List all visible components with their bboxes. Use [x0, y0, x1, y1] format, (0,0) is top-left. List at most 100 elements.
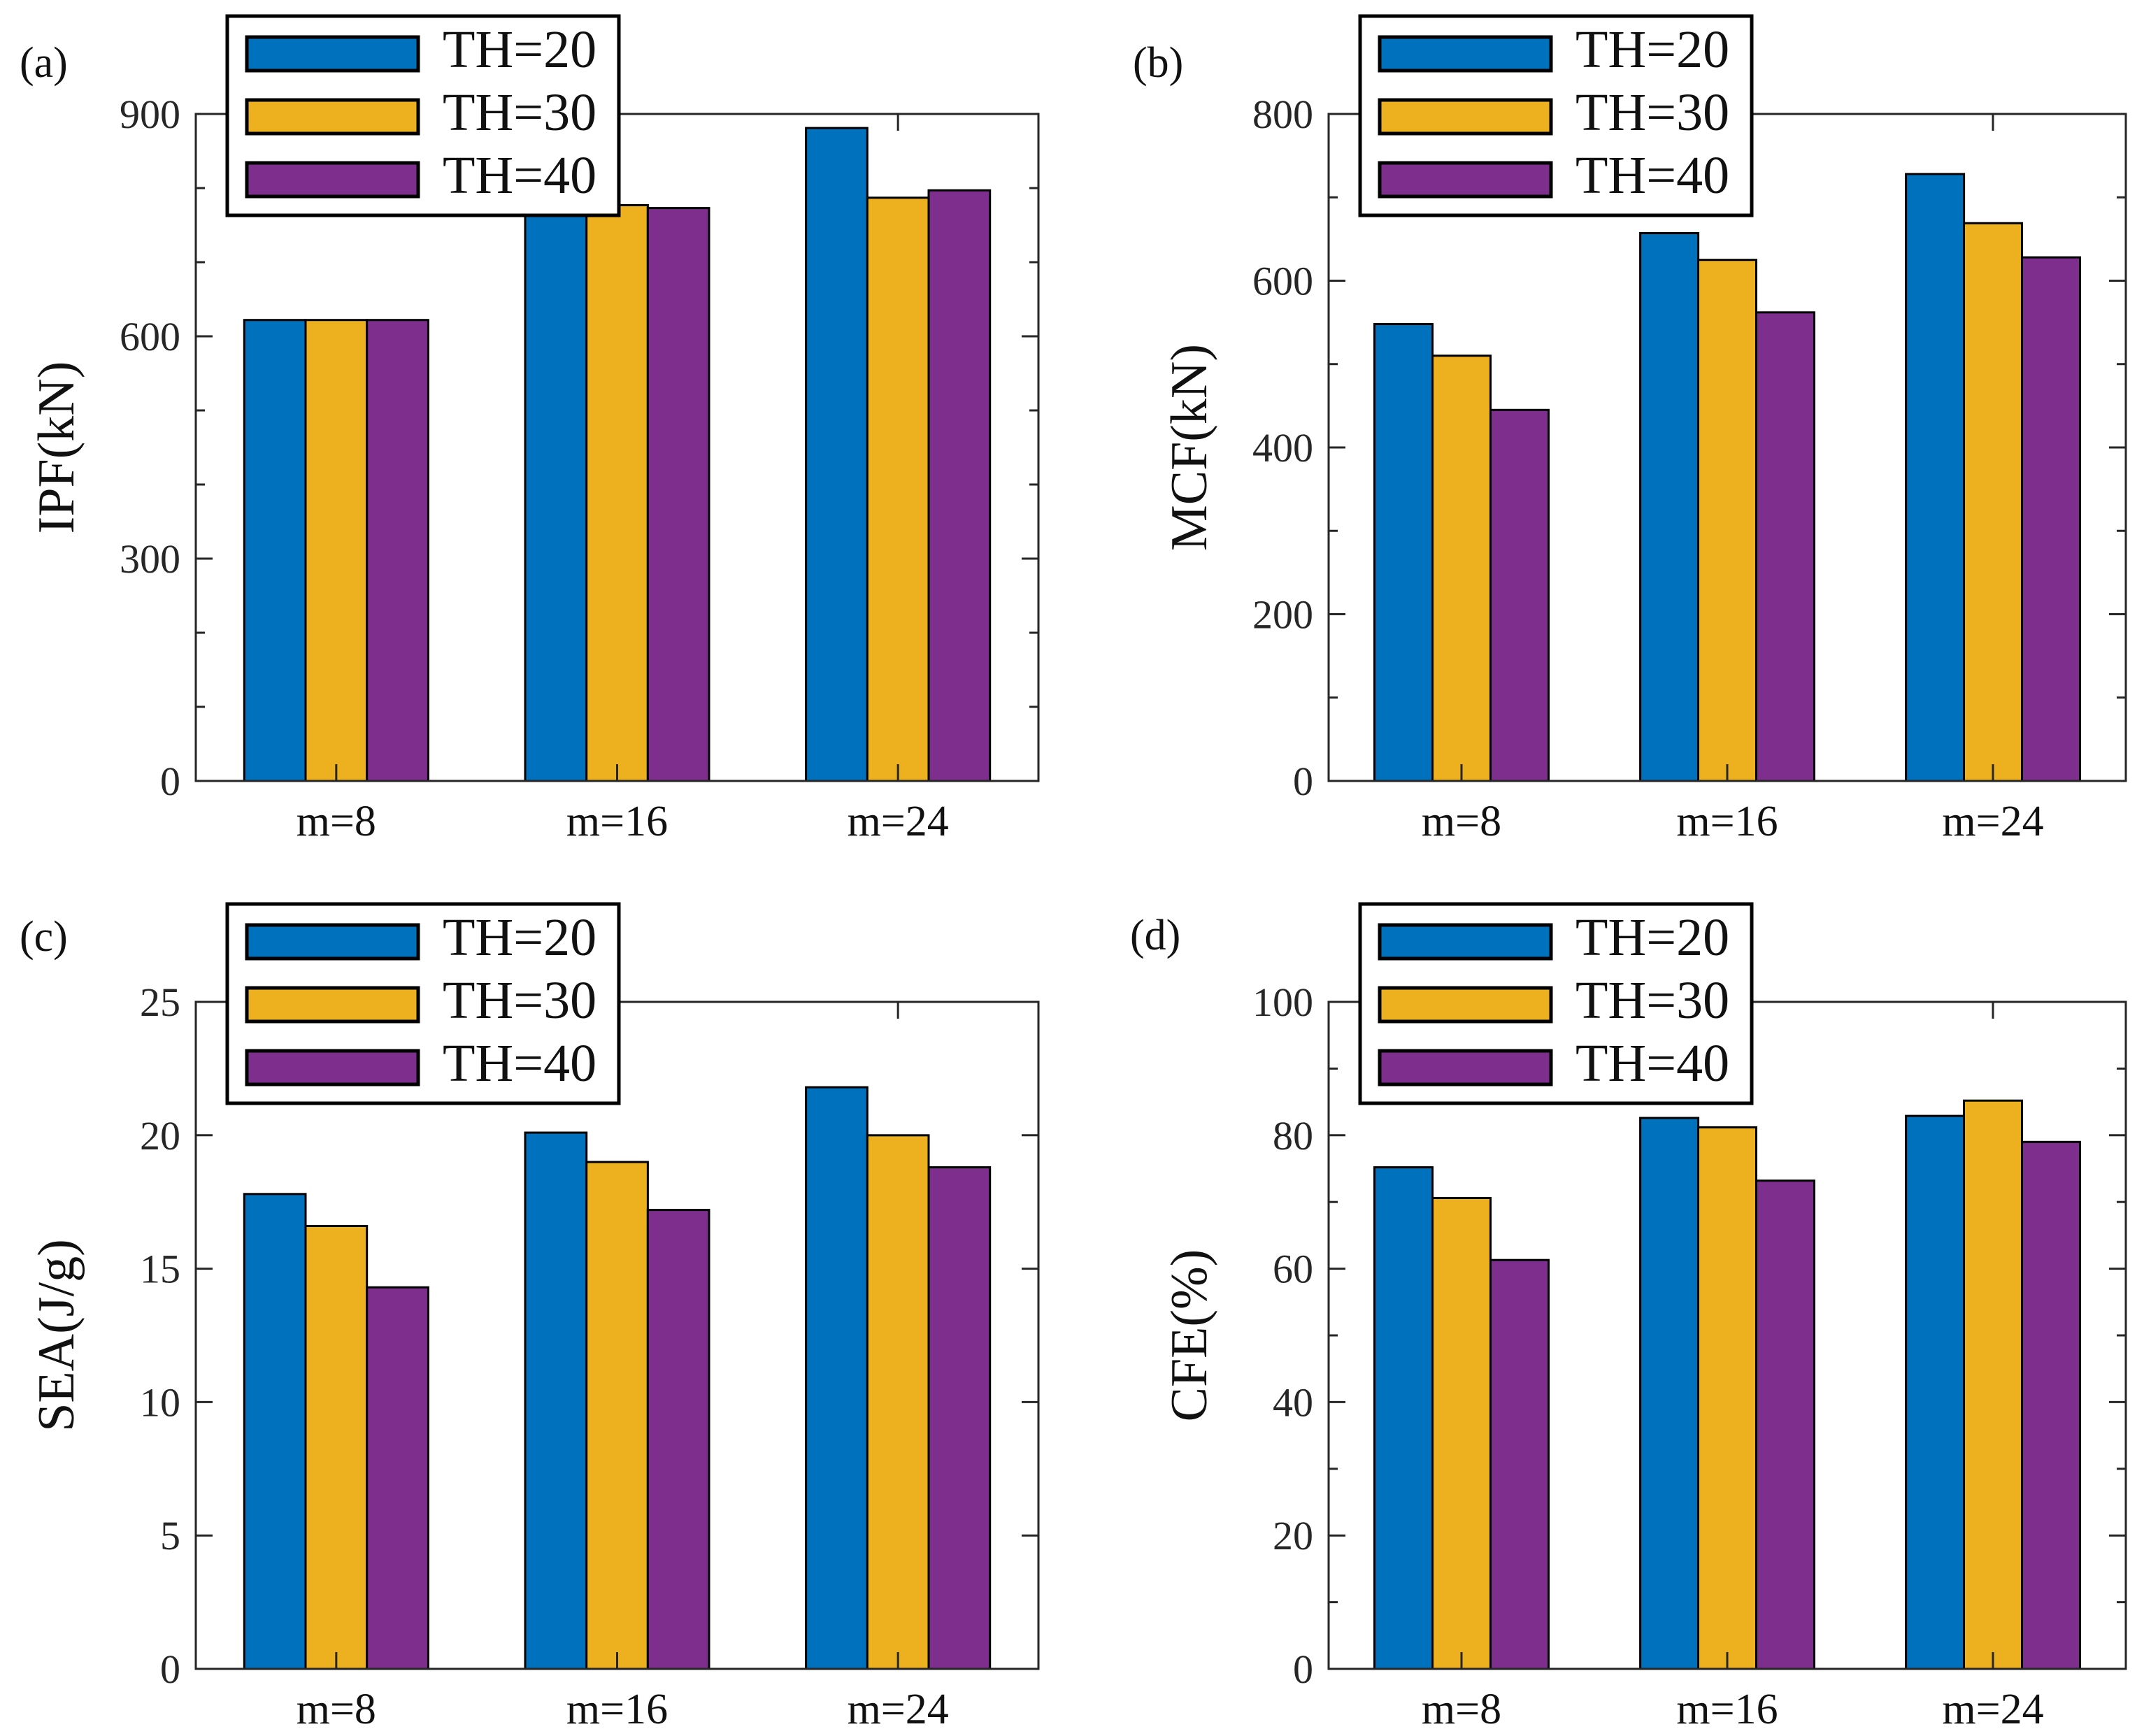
legend-label-TH=40: TH=40 [443, 1034, 596, 1093]
bar-m=8-TH=20 [1373, 323, 1434, 782]
bar-m=16-TH=30 [1697, 259, 1757, 782]
y-tick-label: 600 [1252, 259, 1313, 304]
bar-m=16-TH=40 [1755, 1179, 1815, 1670]
y-tick-label: 100 [1252, 980, 1313, 1025]
bars-group [1373, 173, 2081, 782]
legend-label-TH=30: TH=30 [1575, 971, 1729, 1030]
panel-label-d: (d) [1130, 912, 1181, 959]
bar-m=24-TH=20 [805, 1086, 869, 1670]
legend-swatch-TH=40 [245, 161, 420, 199]
y-tick-label: 300 [120, 536, 180, 582]
y-tick-label: 25 [140, 980, 180, 1025]
bar-m=24-TH=30 [1963, 222, 2023, 782]
y-tick-label: 60 [1273, 1247, 1313, 1292]
bar-m=24-TH=40 [2021, 256, 2081, 782]
y-tick-label: 900 [120, 92, 180, 137]
legend-label-TH=40: TH=40 [1575, 1034, 1729, 1093]
legend-label-TH=20: TH=20 [443, 908, 596, 967]
bar-m=24-TH=20 [1905, 1114, 1966, 1670]
bar-m=8-TH=40 [1489, 1258, 1550, 1670]
y-tick-label: 10 [140, 1379, 180, 1425]
bar-m=16-TH=40 [1755, 311, 1815, 782]
bar-m=8-TH=20 [243, 1193, 307, 1670]
y-tick-label: 20 [140, 1113, 180, 1158]
legend-label-TH=30: TH=30 [443, 971, 596, 1030]
x-category-label: m=8 [296, 798, 376, 845]
legend-label-TH=20: TH=20 [1575, 20, 1729, 79]
y-tick-label: 400 [1252, 425, 1313, 471]
bars-group [243, 127, 992, 782]
x-category-label: m=24 [848, 798, 949, 845]
legend-label-TH=20: TH=20 [1575, 908, 1729, 967]
y-tick-label: 0 [1293, 1647, 1313, 1692]
bar-m=16-TH=20 [1639, 232, 1700, 782]
panel-b: 0 200 400 600 800 m=8 m=16 m=24 MCF(kN) TH=20TH=3… [1161, 14, 2127, 845]
panel-label-b: (b) [1133, 39, 1184, 87]
legend-label-TH=30: TH=30 [1575, 83, 1729, 142]
legend-swatch-TH=20 [245, 35, 420, 73]
legend-label-TH=30: TH=30 [443, 83, 596, 142]
panel-a: 0 300 600 900 m=8 m=16 m=24 IPF(kN) TH=20TH=30TH… [28, 14, 1040, 845]
x-category-label: m=24 [1942, 1686, 2043, 1733]
y-tick-label: 0 [160, 759, 180, 804]
panel-d: 0 20 40 60 80 100 m=8 m=16 m=24 CFE(%) TH=20TH=30T… [1161, 902, 2127, 1733]
bar-m=8-TH=40 [1489, 408, 1550, 782]
y-tick-label: 800 [1252, 92, 1313, 137]
x-category-label: m=16 [1676, 798, 1778, 845]
panel-label-c: (c) [20, 913, 68, 961]
legend-swatch-TH=40 [1378, 1049, 1553, 1086]
panel-label-a: (a) [20, 39, 68, 87]
legend-swatch-TH=40 [1378, 161, 1553, 199]
legend-swatch-TH=20 [245, 923, 420, 961]
legend-swatch-TH=20 [1378, 35, 1553, 73]
legend-label-TH=20: TH=20 [443, 20, 596, 79]
legend-swatch-TH=30 [1378, 98, 1553, 136]
bar-m=8-TH=20 [1373, 1166, 1434, 1670]
y-axis-label: CFE(%) [1161, 1249, 1218, 1422]
y-tick-label: 40 [1273, 1379, 1313, 1425]
bar-m=8-TH=20 [243, 319, 307, 782]
bar-m=8-TH=30 [1431, 1197, 1492, 1670]
legend-swatch-TH=30 [1378, 986, 1553, 1024]
y-tick-label: 15 [140, 1247, 180, 1292]
bar-m=16-TH=20 [524, 187, 588, 782]
bar-m=16-TH=40 [646, 1209, 710, 1670]
y-axis-label: SEA(J/g) [28, 1239, 85, 1431]
y-tick-label: 200 [1252, 592, 1313, 638]
y-tick-label: 5 [160, 1513, 180, 1558]
x-category-label: m=16 [1676, 1686, 1778, 1733]
bar-m=8-TH=30 [1431, 354, 1492, 782]
legend-swatch-TH=20 [1378, 923, 1553, 961]
x-category-label: m=16 [566, 1686, 668, 1733]
y-tick-label: 20 [1273, 1513, 1313, 1558]
x-category-label: m=24 [848, 1686, 949, 1733]
bar-m=24-TH=30 [866, 1134, 930, 1670]
legend-swatch-TH=30 [245, 986, 420, 1024]
bar-m=24-TH=30 [866, 196, 930, 782]
legend-label-TH=40: TH=40 [443, 146, 596, 205]
bar-m=16-TH=30 [585, 203, 649, 782]
bar-m=24-TH=40 [927, 1166, 992, 1670]
bar-m=24-TH=40 [2021, 1140, 2081, 1670]
y-axis-label: MCF(kN) [1161, 344, 1218, 551]
panel-c: 0 5 10 15 20 25 m=8 m=16 m=24 SEA(J/g) TH=20TH=30T… [28, 902, 1040, 1733]
x-category-label: m=8 [1422, 798, 1501, 845]
y-tick-label: 80 [1273, 1113, 1313, 1158]
bar-m=8-TH=40 [366, 319, 429, 782]
bar-m=16-TH=30 [585, 1161, 649, 1670]
x-category-label: m=24 [1942, 798, 2043, 845]
legend-label-TH=40: TH=40 [1575, 146, 1729, 205]
bars-group [1373, 1099, 2081, 1670]
x-category-label: m=8 [1422, 1686, 1501, 1733]
bar-m=8-TH=40 [366, 1286, 429, 1670]
y-tick-label: 0 [1293, 759, 1313, 804]
x-category-label: m=16 [566, 798, 668, 845]
bar-m=16-TH=20 [1639, 1117, 1700, 1670]
y-tick-label: 600 [120, 314, 180, 359]
bar-m=24-TH=20 [1905, 173, 1966, 782]
bar-m=16-TH=30 [1697, 1126, 1757, 1670]
